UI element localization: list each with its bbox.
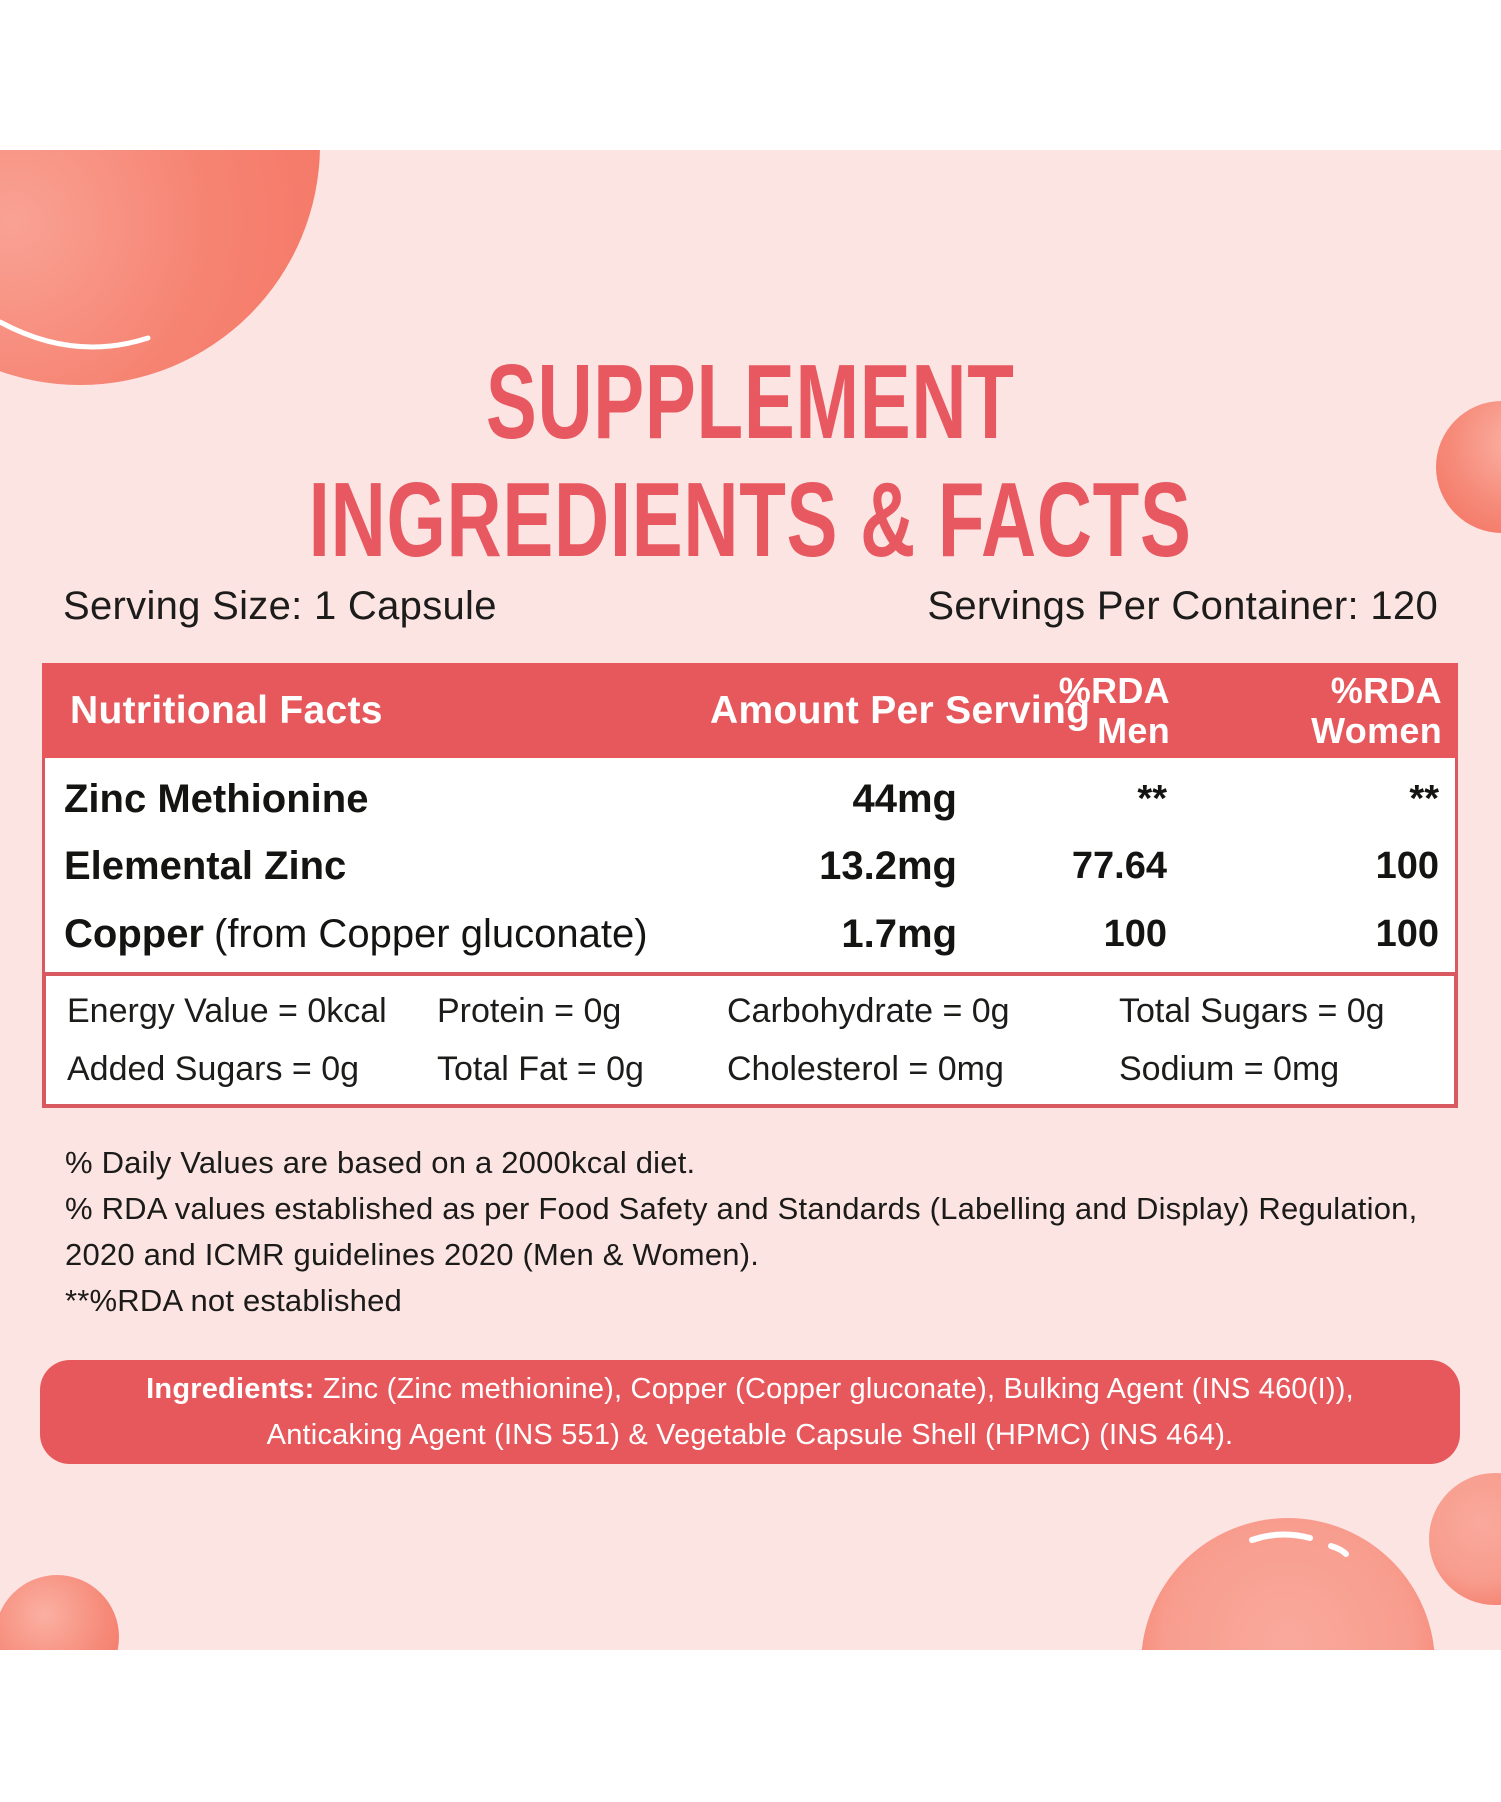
cholesterol-value: Cholesterol = 0mg — [727, 1049, 1004, 1088]
footnote-rda-regulation: % RDA values established as per Food Saf… — [65, 1191, 1418, 1272]
table-row-copper: Copper (from Copper gluconate) 1.7mg 100 … — [64, 901, 1439, 968]
servings-per-container-label: Servings Per Container: 120 — [927, 584, 1438, 628]
row-rda-men: ** — [1137, 778, 1167, 821]
row-name: Zinc Methionine — [64, 777, 707, 822]
page-title-line2: INGREDIENTS & FACTS — [309, 461, 1192, 579]
header-rda-women-line2: Women — [1311, 709, 1442, 751]
page-title-line1: SUPPLEMENT — [486, 343, 1015, 461]
row-name-text: Copper — [64, 911, 204, 956]
row-rda-men: 100 — [1103, 912, 1167, 955]
added-sugars-value: Added Sugars = 0g — [67, 1049, 360, 1088]
table-row-elemental-zinc: Elemental Zinc 13.2mg 77.64 100 — [64, 833, 1439, 900]
row-amount: 1.7mg — [841, 911, 957, 956]
row-rda-women: 100 — [1375, 845, 1439, 888]
ingredients-line1: Ingredients: Zinc (Zinc methionine), Cop… — [40, 1366, 1460, 1412]
sodium-value: Sodium = 0mg — [1119, 1049, 1340, 1088]
header-rda-women: %RDA Women — [1170, 669, 1442, 751]
row-amount: 44mg — [852, 777, 958, 822]
total-sugars-value: Total Sugars = 0g — [1119, 991, 1385, 1030]
header-rda-men-line1: %RDA — [1058, 669, 1170, 711]
nutrition-table-header: Nutritional Facts Amount Per Serving %RD… — [42, 663, 1458, 758]
header-nutritional-facts: Nutritional Facts — [70, 688, 383, 732]
ingredients-box: Ingredients: Zinc (Zinc methionine), Cop… — [40, 1360, 1460, 1464]
ingredients-label: Ingredients: — [146, 1373, 315, 1405]
row-name-text: Zinc Methionine — [64, 777, 369, 822]
row-name-note: (from Copper gluconate) — [214, 911, 648, 956]
row-amount: 13.2mg — [819, 844, 957, 889]
footnote-rda-not-established: **%RDA not established — [65, 1283, 402, 1318]
serving-info-row: Serving Size: 1 Capsule Servings Per Con… — [63, 584, 1438, 629]
bubble-highlight-arcs — [0, 319, 1349, 1557]
ingredients-line1-text: Zinc (Zinc methionine), Copper (Copper g… — [314, 1373, 1354, 1405]
row-rda-men: 77.64 — [1071, 845, 1167, 888]
footnotes: % Daily Values are based on a 2000kcal d… — [65, 1140, 1450, 1324]
total-fat-value: Total Fat = 0g — [437, 1049, 644, 1088]
protein-value: Protein = 0g — [437, 991, 622, 1030]
row-rda-women: ** — [1409, 778, 1439, 821]
row-name: Copper (from Copper gluconate) — [64, 912, 707, 957]
energy-value: Energy Value = 0kcal — [67, 991, 387, 1030]
table-row-zinc-methionine: Zinc Methionine 44mg ** ** — [64, 766, 1439, 833]
carbohydrate-value: Carbohydrate = 0g — [727, 991, 1010, 1030]
footnote-daily-values: % Daily Values are based on a 2000kcal d… — [65, 1145, 696, 1180]
header-rda-men: %RDA Men — [960, 669, 1170, 751]
label-background: SUPPLEMENT INGREDIENTS & FACTS Serving S… — [0, 150, 1501, 1650]
energy-facts-box: Energy Value = 0kcal Protein = 0g Carboh… — [42, 972, 1458, 1108]
row-rda-women: 100 — [1375, 912, 1439, 955]
nutrition-table-body: Zinc Methionine 44mg ** ** Elemental Zin… — [42, 758, 1458, 972]
serving-size-label: Serving Size: 1 Capsule — [63, 584, 497, 628]
row-name: Elemental Zinc — [64, 844, 707, 889]
page-title: SUPPLEMENT INGREDIENTS & FACTS — [0, 343, 1501, 579]
header-rda-women-line1: %RDA — [1330, 669, 1442, 711]
ingredients-line2: Anticaking Agent (INS 551) & Vegetable C… — [266, 1419, 1234, 1451]
header-rda-men-line2: Men — [1097, 709, 1170, 751]
header-amount-per-serving: Amount Per Serving — [710, 688, 1091, 732]
row-name-text: Elemental Zinc — [64, 844, 347, 889]
